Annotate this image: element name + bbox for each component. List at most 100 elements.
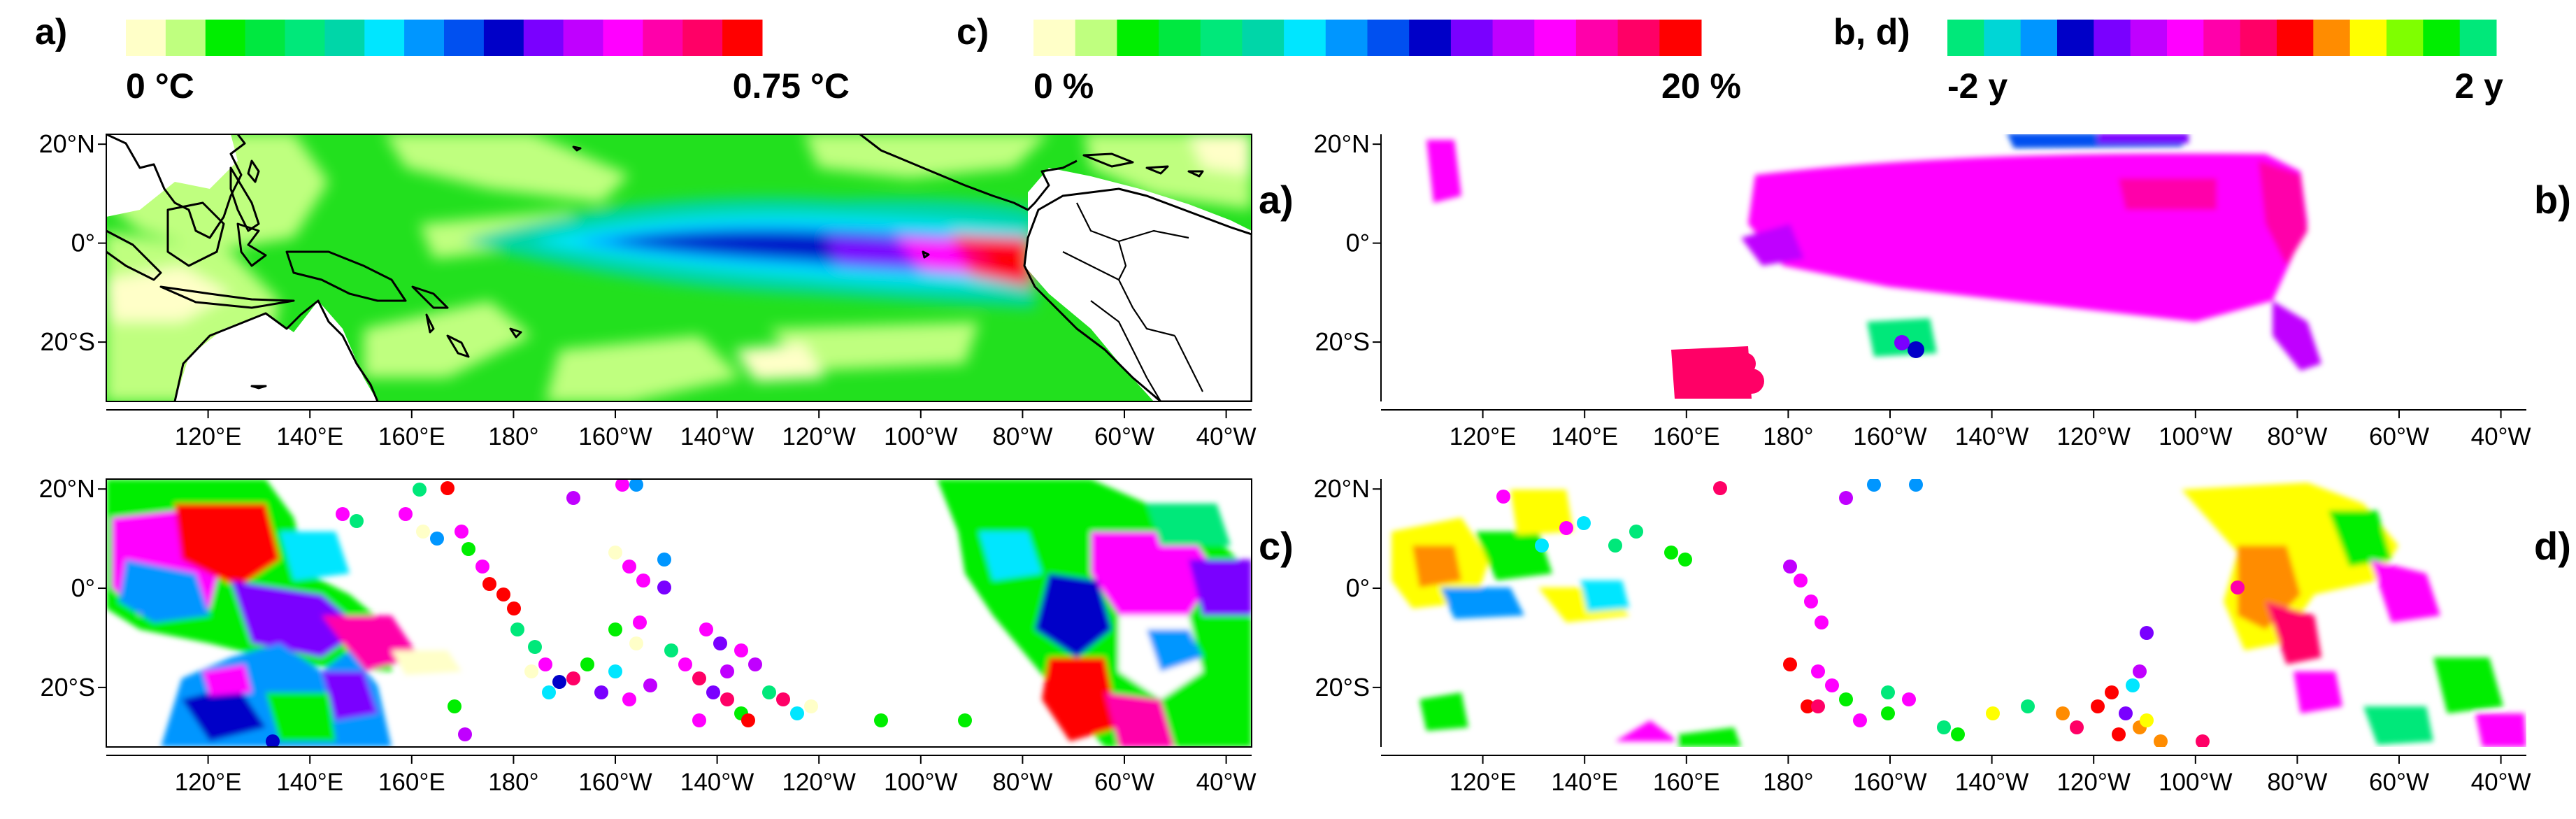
lon-label: 180° — [1763, 769, 1813, 796]
lon-label: 140°W — [680, 769, 754, 796]
lon-label: 40°W — [2471, 769, 2531, 796]
lon-label: 40°W — [2471, 423, 2531, 450]
lon-label: 120°E — [1450, 423, 1517, 450]
colorbar-swatch — [324, 20, 365, 56]
colorbar-a-min: 0 °C — [126, 66, 194, 106]
lon-label: 100°W — [2159, 423, 2232, 450]
lon-label: 160°E — [378, 423, 445, 450]
lon-label: 60°W — [2369, 423, 2429, 450]
panel-c-tag: c) — [1259, 524, 1294, 568]
panel-d-ticks: 120°E 140°E 160°E 180° 160°W 140°W 120°W 100°W 8… — [1314, 474, 2531, 796]
colorbar-swatch — [2203, 20, 2241, 56]
lon-label: 100°W — [2159, 769, 2232, 796]
colorbar-swatch — [2057, 20, 2094, 56]
lon-label: 180° — [488, 769, 538, 796]
panel-a: 120°E 140°E 160°E 180° 160°W 140°W 120°W 100°W 8… — [39, 129, 1294, 450]
colorbar-swatch — [2020, 20, 2058, 56]
lon-label: 160°E — [378, 769, 445, 796]
lon-label: 100°W — [884, 769, 957, 796]
colorbar-swatch — [444, 20, 485, 56]
colorbar-swatch — [2423, 20, 2461, 56]
lat-label: 20°S — [41, 327, 95, 356]
colorbar-a-label: a) — [35, 12, 67, 52]
lon-label: 140°E — [1551, 769, 1618, 796]
colorbar-swatch — [1284, 20, 1326, 56]
colorbar-swatch — [2387, 20, 2424, 56]
colorbar-swatch — [1947, 20, 1984, 56]
colorbar-swatch — [126, 20, 166, 56]
colorbar-c: c) 0 % 20 % — [957, 12, 1741, 106]
lon-label: 120°W — [782, 423, 855, 450]
colorbar-swatch — [205, 20, 246, 56]
lon-label: 120°E — [1450, 769, 1517, 796]
colorbar-swatch — [1492, 20, 1535, 56]
lon-label: 160°W — [578, 769, 652, 796]
colorbar-a-swatches — [126, 20, 763, 56]
colorbar-swatch — [2349, 20, 2387, 56]
lon-label: 120°W — [782, 769, 855, 796]
lat-label: 20°N — [39, 474, 95, 503]
lon-label: 120°E — [175, 423, 242, 450]
lon-label: 140°E — [276, 769, 343, 796]
colorbar-swatch — [285, 20, 325, 56]
lon-label: 120°W — [2056, 769, 2130, 796]
colorbar-swatch — [2130, 20, 2168, 56]
colorbar-swatch — [2094, 20, 2131, 56]
lon-label: 180° — [488, 423, 538, 450]
lat-label: 20°N — [1314, 129, 1370, 158]
panel-a-tag: a) — [1259, 178, 1294, 222]
colorbar-swatch — [1367, 20, 1410, 56]
colorbar-swatch — [165, 20, 206, 56]
lat-label: 0° — [1346, 574, 1370, 602]
colorbar-swatch — [2167, 20, 2204, 56]
colorbar-swatch — [1659, 20, 1702, 56]
colorbar-c-max: 20 % — [1661, 66, 1741, 106]
colorbar-swatch — [1117, 20, 1159, 56]
lon-label: 80°W — [992, 423, 1052, 450]
lon-label: 100°W — [884, 423, 957, 450]
lon-label: 140°E — [1551, 423, 1618, 450]
lon-label: 40°W — [1196, 423, 1257, 450]
colorbar-swatch — [1200, 20, 1243, 56]
colorbar-c-label: c) — [957, 12, 989, 52]
lon-label: 160°E — [1653, 423, 1720, 450]
colorbar-swatch — [1159, 20, 1201, 56]
colorbar-swatch — [603, 20, 643, 56]
colorbar-bd: b, d) -2 y 2 y — [1833, 12, 2503, 106]
lon-label: 140°W — [680, 423, 754, 450]
panel-b-tag: b) — [2534, 178, 2571, 222]
panel-b: 120°E 140°E 160°E 180° 160°W 140°W 120°W 100°W 8… — [1314, 129, 2571, 450]
lon-label: 40°W — [1196, 769, 1257, 796]
colorbar-swatch — [1450, 20, 1494, 56]
lon-label: 160°E — [1653, 769, 1720, 796]
colorbar-swatch — [523, 20, 564, 56]
colorbar-swatch — [1534, 20, 1577, 56]
panel-c: 120°E 140°E 160°E 180° 160°W 140°W 120°W 100°W 8… — [39, 474, 1294, 796]
colorbar-swatch — [2277, 20, 2314, 56]
colorbar-bd-max: 2 y — [2454, 66, 2503, 106]
colorbar-bd-min: -2 y — [1947, 66, 2008, 106]
colorbar-swatch — [483, 20, 524, 56]
lon-label: 160°W — [1853, 769, 1926, 796]
colorbar-swatch — [1575, 20, 1619, 56]
lat-label: 0° — [1346, 229, 1370, 257]
colorbar-swatch — [722, 20, 763, 56]
colorbar-swatch — [1984, 20, 2022, 56]
lon-label: 140°W — [1955, 423, 2028, 450]
lon-label: 160°W — [578, 423, 652, 450]
colorbar-swatch — [682, 20, 723, 56]
panel-d-tag: d) — [2534, 524, 2571, 568]
colorbar-a: a) 0 °C 0.75 °C — [35, 12, 850, 106]
lon-label: 80°W — [2267, 423, 2327, 450]
colorbar-swatch — [1242, 20, 1285, 56]
colorbar-swatch — [1075, 20, 1117, 56]
colorbar-swatch — [1033, 20, 1076, 56]
panel-a-field — [106, 134, 1252, 401]
panel-c-field — [106, 479, 1252, 747]
lon-label: 60°W — [2369, 769, 2429, 796]
colorbar-swatch — [1325, 20, 1368, 56]
colorbar-bd-swatches — [1947, 20, 2497, 56]
colorbar-c-swatches — [1033, 20, 1702, 56]
panel-d-field — [1391, 479, 2526, 747]
